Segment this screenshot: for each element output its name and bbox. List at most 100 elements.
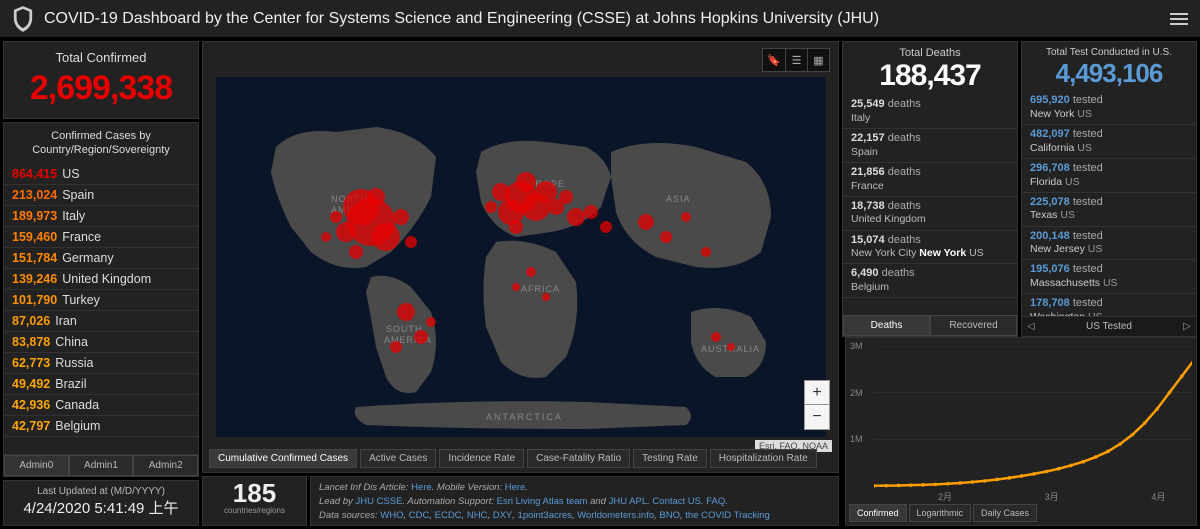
link[interactable]: FAQ (706, 496, 725, 507)
admin-tab[interactable]: Admin0 (4, 455, 69, 476)
link[interactable]: WHO (380, 510, 403, 521)
cases-list[interactable]: 864,415US 213,024 Spain 189,973Italy159,460… (4, 164, 198, 454)
bookmark-icon[interactable]: 🔖 (763, 49, 785, 71)
deaths-tabs: DeathsRecovered (843, 315, 1017, 336)
map-tab[interactable]: Testing Rate (633, 449, 707, 468)
link[interactable]: ECDC (435, 510, 462, 521)
cases-header: Confirmed Cases by Country/Region/Sovere… (4, 123, 198, 164)
link[interactable]: Worldometers.info (577, 510, 654, 521)
grid-icon[interactable]: ▦ (807, 49, 829, 71)
case-count: 83,878 (12, 335, 50, 349)
case-count: 213,024 (12, 188, 57, 202)
death-row[interactable]: 15,074 deathsNew York City New York US (843, 231, 1017, 265)
map-tab[interactable]: Cumulative Confirmed Cases (209, 449, 357, 468)
link[interactable]: Here (411, 482, 432, 493)
link[interactable]: the COVID Tracking (685, 510, 769, 521)
case-row[interactable]: 101,790Turkey (4, 290, 198, 311)
test-row[interactable]: 200,148 testedNew Jersey US (1022, 227, 1196, 261)
case-row[interactable]: 62,773 Russia (4, 353, 198, 374)
deaths-label: Total Deaths (843, 47, 1017, 59)
admin-tab[interactable]: Admin1 (69, 455, 134, 476)
menu-icon[interactable] (1170, 10, 1188, 28)
map-tab[interactable]: Case-Fatality Ratio (527, 449, 630, 468)
case-country: Germany (62, 251, 113, 265)
deaths-list[interactable]: 25,549 deathsItaly22,157 deathsSpain21,8… (843, 95, 1017, 315)
case-country: Iran (55, 314, 77, 328)
map-tab[interactable]: Active Cases (360, 449, 436, 468)
case-count: 87,026 (12, 314, 50, 328)
case-country: France (62, 230, 101, 244)
world-map[interactable]: NORTHAMERICASOUTHAMERICAEUROPEAFRICAASIA… (216, 77, 826, 437)
case-count: 49,492 (12, 377, 50, 391)
deaths-panel: Total Deaths 188,437 25,549 deathsItaly2… (842, 41, 1018, 337)
map-tab[interactable]: Incidence Rate (439, 449, 524, 468)
death-row[interactable]: 25,549 deathsItaly (843, 95, 1017, 129)
link[interactable]: Here (505, 482, 526, 493)
test-row[interactable]: 695,920 testedNew York US (1022, 91, 1196, 125)
case-row[interactable]: 213,024 Spain (4, 185, 198, 206)
case-country: Turkey (62, 293, 100, 307)
tests-value: 4,493,106 (1022, 58, 1196, 89)
death-row[interactable]: 18,738 deathsUnited Kingdom (843, 197, 1017, 231)
test-row[interactable]: 482,097 testedCalifornia US (1022, 125, 1196, 159)
case-country: US (62, 167, 79, 181)
link[interactable]: BNO (659, 510, 680, 521)
link[interactable]: Esri Living Atlas team (497, 496, 588, 507)
case-row[interactable]: 139,246 United Kingdom (4, 269, 198, 290)
zoom-control: + − (804, 380, 830, 430)
case-count: 62,773 (12, 356, 50, 370)
case-count: 189,973 (12, 209, 57, 223)
link[interactable]: NHC (467, 510, 488, 521)
list-icon[interactable]: ☰ (785, 49, 807, 71)
map-panel[interactable]: NORTHAMERICASOUTHAMERICAEUROPEAFRICAASIA… (202, 41, 839, 473)
test-row[interactable]: 178,708 testedWashington US (1022, 294, 1196, 316)
tests-list[interactable]: 695,920 testedNew York US482,097 testedC… (1022, 91, 1196, 316)
case-count: 139,246 (12, 272, 57, 286)
prev-icon[interactable]: ◁ (1022, 321, 1040, 332)
case-row[interactable]: 151,784 Germany (4, 248, 198, 269)
map-tabs: Cumulative Confirmed CasesActive CasesIn… (209, 449, 817, 468)
chart-tab[interactable]: Logarithmic (909, 504, 972, 522)
test-row[interactable]: 296,708 testedFlorida US (1022, 159, 1196, 193)
link[interactable]: JHU APL (609, 496, 648, 507)
deaths-tab[interactable]: Deaths (843, 315, 930, 336)
test-row[interactable]: 195,076 testedMassachusetts US (1022, 260, 1196, 294)
link[interactable]: CDC (409, 510, 430, 521)
case-row[interactable]: 49,492Brazil (4, 374, 198, 395)
map-tab[interactable]: Hospitalization Rate (710, 449, 817, 468)
case-row[interactable]: 87,026 Iran (4, 311, 198, 332)
case-row[interactable]: 83,878 China (4, 332, 198, 353)
death-row[interactable]: 22,157 deathsSpain (843, 129, 1017, 163)
confirmed-value: 2,699,338 (4, 69, 198, 108)
case-row[interactable]: 42,797Belgium (4, 416, 198, 437)
case-row[interactable]: 159,460France (4, 227, 198, 248)
regions-count: 185 (203, 480, 306, 506)
zoom-in-button[interactable]: + (805, 381, 829, 405)
death-row[interactable]: 21,856 deathsFrance (843, 163, 1017, 197)
test-row[interactable]: 225,078 testedTexas US (1022, 193, 1196, 227)
deaths-tab[interactable]: Recovered (930, 315, 1017, 336)
case-row[interactable]: 189,973Italy (4, 206, 198, 227)
admin-tab[interactable]: Admin2 (133, 455, 198, 476)
chart-tab[interactable]: Daily Cases (973, 504, 1037, 522)
deaths-value: 188,437 (843, 59, 1017, 93)
death-row[interactable]: 6,490 deathsBelgium (843, 264, 1017, 298)
next-icon[interactable]: ▷ (1178, 321, 1196, 332)
case-country: Spain (62, 188, 94, 202)
case-country: United Kingdom (62, 272, 151, 286)
tests-panel: Total Test Conducted in U.S. 4,493,106 6… (1021, 41, 1197, 337)
case-country: Russia (55, 356, 93, 370)
case-row[interactable]: 864,415US (4, 164, 198, 185)
link[interactable]: DXY (493, 510, 513, 521)
link[interactable]: 1point3acres (518, 510, 572, 521)
case-country: Belgium (55, 419, 100, 433)
link[interactable]: JHU CSSE (355, 496, 402, 507)
case-count: 151,784 (12, 251, 57, 265)
link[interactable]: Contact US (652, 496, 701, 507)
case-row[interactable]: 42,936Canada (4, 395, 198, 416)
cases-panel: Confirmed Cases by Country/Region/Sovere… (3, 122, 199, 477)
sources-panel: Lancet Inf Dis Article: Here. Mobile Ver… (310, 476, 839, 526)
case-country: China (55, 335, 88, 349)
zoom-out-button[interactable]: − (805, 405, 829, 429)
chart-tab[interactable]: Confirmed (849, 504, 907, 522)
